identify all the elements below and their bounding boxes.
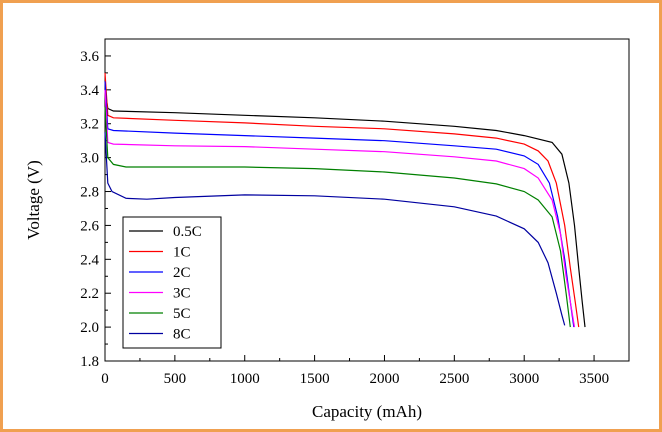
discharge-chart: 0 500 1000 1500 2000 2500 3000 3500 1.8 2.0 2.2 2.… (24, 38, 630, 421)
legend-entry: 1C (173, 245, 191, 261)
y-tick-label: 3.6 (80, 49, 99, 65)
legend-box (122, 216, 222, 349)
x-tick-label: 3000 (509, 371, 539, 387)
x-tick-label: 500 (164, 371, 187, 387)
x-tick-label: 2000 (369, 371, 399, 387)
x-tick-label: 2500 (439, 371, 469, 387)
x-axis: 0 500 1000 1500 2000 2500 3000 3500 (101, 355, 630, 387)
y-tick-label: 3.0 (80, 151, 99, 167)
y-tick-label: 2.4 (80, 252, 99, 268)
y-axis: 1.8 2.0 2.2 2.4 2.6 2.8 3.0 3.2 3.4 3.6 (80, 38, 111, 370)
y-tick-label: 2.2 (80, 286, 99, 302)
y-tick-label: 2.6 (80, 218, 99, 234)
legend: 0.5C 1C 2C 3C 5C 8C (122, 216, 222, 349)
legend-entry: 2C (173, 265, 191, 281)
series-line-3C (104, 89, 576, 328)
series-line-0.5C (104, 89, 586, 328)
x-axis-label: Capacity (mAh) (312, 402, 422, 421)
x-tick-label: 1500 (300, 371, 330, 387)
legend-entry: 0.5C (173, 224, 202, 240)
series-line-8C (104, 132, 566, 326)
y-tick-label: 1.8 (80, 354, 99, 370)
x-tick-label: 0 (101, 371, 109, 387)
x-tick-label: 3500 (579, 371, 609, 387)
x-tick-label: 1000 (230, 371, 260, 387)
y-tick-label: 3.4 (80, 83, 99, 99)
legend-entry: 8C (173, 327, 191, 343)
legend-entry: 5C (173, 306, 191, 322)
series-line-5C (104, 106, 571, 328)
y-tick-label: 2.8 (80, 185, 99, 201)
series-lines (104, 72, 586, 328)
y-tick-label: 3.2 (80, 117, 99, 133)
y-axis-label: Voltage (V) (24, 160, 43, 239)
series-line-1C (104, 72, 580, 328)
y-tick-label: 2.0 (80, 320, 99, 336)
legend-entry: 3C (173, 286, 191, 302)
